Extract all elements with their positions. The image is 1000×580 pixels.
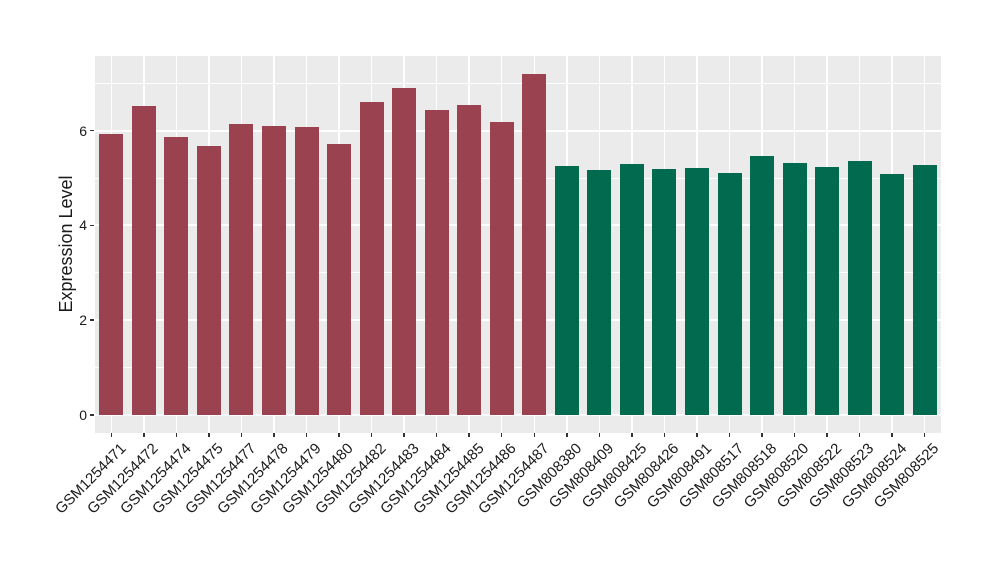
major-gridline-y4 [95,224,941,227]
bar-GSM808520 [782,162,807,415]
x-tick-mark-GSM808380 [566,433,568,437]
bar-GSM808524 [880,173,905,415]
x-tick-mark-GSM1254471 [110,433,113,437]
bar-GSM1254479 [294,126,319,415]
bar-GSM1254474 [164,137,189,415]
minor-gridline-y5 [95,177,941,179]
major-gridline-y6 [95,129,941,132]
minor-gridline-y3 [95,272,941,274]
bar-GSM808425 [619,164,644,415]
bar-GSM1254477 [229,123,254,415]
y-tick-mark-4 [90,224,94,227]
major-gridline-y0 [95,414,941,416]
x-tick-mark-GSM1254478 [273,433,275,437]
x-tick-mark-GSM1254485 [468,433,470,437]
bar-GSM808525 [912,165,937,415]
bar-GSM1254485 [457,104,482,415]
bar-GSM1254483 [392,87,417,415]
y-tick-label-4: 4 [79,217,87,234]
y-tick-mark-0 [90,414,94,416]
x-tick-mark-GSM808525 [923,433,926,437]
bar-GSM808522 [815,167,840,415]
x-tick-mark-GSM1254484 [435,433,438,437]
bar-GSM808409 [587,169,612,415]
plot-panel [95,56,941,433]
x-tick-mark-GSM1254472 [143,433,145,437]
x-tick-mark-GSM808520 [793,433,796,437]
x-tick-mark-GSM1254480 [338,433,340,437]
x-tick-mark-GSM1254479 [305,433,308,437]
x-tick-mark-GSM808524 [891,433,893,437]
bar-GSM1254487 [522,73,547,415]
bar-GSM1254472 [131,105,156,415]
bar-GSM1254478 [261,125,286,415]
bar-GSM1254475 [196,146,221,415]
bar-GSM1254482 [359,102,384,415]
x-tick-mark-GSM808425 [631,433,633,437]
bar-GSM808517 [717,172,742,415]
x-tick-mark-GSM1254474 [175,433,178,437]
bar-GSM808426 [652,168,677,415]
y-tick-label-0: 0 [79,407,87,423]
x-tick-mark-GSM1254486 [500,433,503,437]
x-tick-mark-GSM1254483 [403,433,405,437]
x-tick-mark-GSM808517 [728,433,731,437]
bar-GSM808523 [847,160,872,415]
x-tick-mark-GSM808522 [826,433,828,437]
y-axis-title: Expression Level [56,175,76,313]
minor-gridline-y1 [95,367,941,369]
bar-GSM808491 [684,168,709,415]
x-tick-mark-GSM1254475 [208,433,210,437]
x-tick-mark-GSM808523 [858,433,861,437]
x-tick-mark-GSM808409 [598,433,601,437]
y-tick-label-6: 6 [79,122,87,139]
x-tick-mark-GSM808491 [696,433,698,437]
bar-GSM1254480 [327,143,352,415]
x-tick-mark-GSM1254477 [240,433,243,437]
x-tick-mark-GSM1254487 [533,433,536,437]
bar-GSM1254486 [489,122,514,415]
minor-gridline-y7 [95,82,941,84]
y-tick-label-2: 2 [79,312,87,329]
y-tick-mark-6 [90,129,94,132]
x-tick-mark-GSM1254482 [370,433,373,437]
x-tick-mark-GSM808518 [761,433,763,437]
y-tick-mark-2 [90,319,94,321]
x-tick-mark-GSM808426 [663,433,666,437]
bar-GSM1254471 [99,133,124,415]
bar-GSM1254484 [424,110,449,415]
bar-GSM808380 [554,165,579,415]
major-gridline-y2 [95,319,941,322]
bar-GSM808518 [750,156,775,415]
